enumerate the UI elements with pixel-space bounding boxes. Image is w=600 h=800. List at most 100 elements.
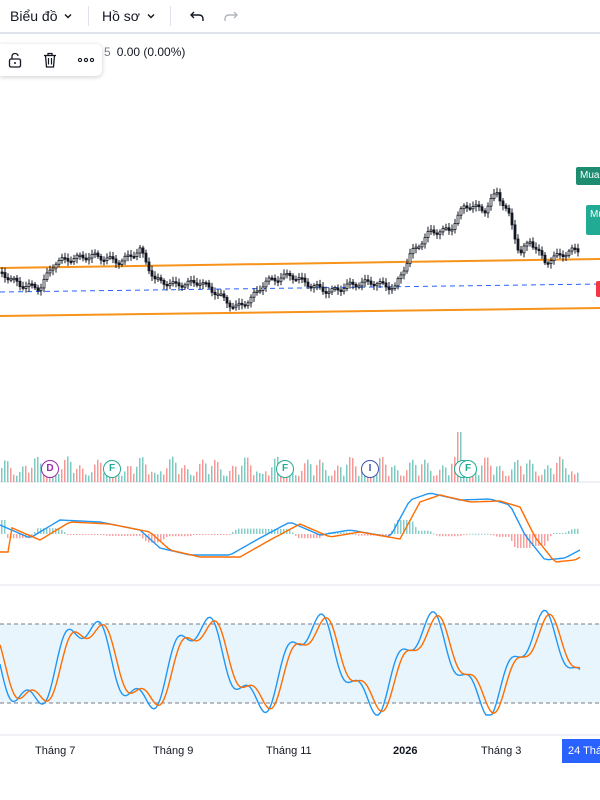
candle-body <box>573 247 577 250</box>
volume-bar <box>556 462 558 482</box>
macd-histogram-bar <box>544 534 546 546</box>
macd-histogram-bar <box>253 528 255 534</box>
chart-menu-label: Biểu đồ <box>10 8 58 24</box>
candle-body <box>318 284 322 288</box>
volume-bar <box>154 472 156 482</box>
volume-bar <box>67 456 69 482</box>
volume-bar <box>343 475 345 482</box>
candle-body <box>420 243 424 248</box>
candle-body <box>498 192 502 202</box>
volume-bar <box>415 465 417 482</box>
candle-body <box>207 282 211 288</box>
event-marker-f[interactable]: F <box>459 460 477 478</box>
candle-body <box>456 214 460 224</box>
candle-body <box>135 252 139 257</box>
redo-button[interactable] <box>216 0 240 32</box>
macd-histogram-bar <box>511 534 513 541</box>
macd-histogram-bar <box>265 528 267 534</box>
volume-bar <box>88 475 90 482</box>
event-marker-d[interactable]: D <box>41 460 59 478</box>
candle-body <box>531 241 535 248</box>
candle-body <box>363 279 367 283</box>
volume-bar <box>499 465 501 482</box>
volume-bar <box>253 475 255 482</box>
undo-button[interactable] <box>182 0 206 32</box>
candle-body <box>108 256 112 259</box>
stochastic-d-line <box>0 613 581 714</box>
volume-bar <box>493 474 495 482</box>
profile-menu-button[interactable]: Hồ sơ <box>102 0 156 32</box>
macd-histogram-bar <box>94 534 96 535</box>
volume-bar <box>247 457 249 482</box>
volume-bar <box>238 474 240 482</box>
macd-histogram-bar <box>403 520 405 534</box>
candle-body <box>492 193 496 199</box>
macd-histogram-bar <box>268 528 270 534</box>
candle-body <box>117 262 121 265</box>
volume-bar <box>52 474 54 482</box>
macd-histogram-bar <box>343 532 345 534</box>
volume-bar <box>79 465 81 482</box>
volume-bar <box>409 462 411 482</box>
candle-body <box>189 279 193 283</box>
macd-histogram-bar <box>310 534 312 539</box>
event-marker-i[interactable]: I <box>361 460 379 478</box>
trend-line-upper <box>0 258 600 269</box>
candle-body <box>405 263 409 272</box>
macd-histogram-bar <box>259 528 261 534</box>
macd-histogram-bar <box>424 530 426 534</box>
volume-bar <box>448 475 450 482</box>
candle-body <box>174 281 178 284</box>
candle-body <box>564 254 568 258</box>
macd-histogram-bar <box>367 534 369 536</box>
macd-histogram-bar <box>250 528 252 534</box>
macd-histogram-bar <box>85 534 87 535</box>
volume-bar <box>457 432 459 482</box>
macd-histogram-bar <box>370 534 372 536</box>
candle-body <box>423 237 427 245</box>
macd-histogram-bar <box>568 530 570 534</box>
macd-histogram-bar <box>316 534 318 539</box>
volume-bar <box>547 465 549 482</box>
volume-bar <box>550 468 552 482</box>
volume-bar <box>208 474 210 482</box>
macd-histogram-bar <box>547 534 549 542</box>
macd-histogram-bar <box>553 533 555 535</box>
candle-body <box>393 285 397 289</box>
volume-bar <box>394 465 396 482</box>
candle-body <box>525 242 529 247</box>
delete-button[interactable] <box>38 48 62 72</box>
candle-body <box>192 279 196 284</box>
chart-menu-button[interactable]: Biểu đồ <box>10 0 73 32</box>
macd-histogram-bar <box>163 534 165 540</box>
macd-histogram-bar <box>124 534 126 536</box>
candle-body <box>360 281 364 287</box>
macd-histogram-bar <box>319 534 321 539</box>
macd-histogram-bar <box>274 528 276 534</box>
more-options-button[interactable] <box>74 48 98 72</box>
event-marker-f[interactable]: F <box>276 460 294 478</box>
volume-bar <box>571 471 573 482</box>
volume-bar <box>412 459 414 482</box>
macd-histogram-bar <box>190 534 192 536</box>
volume-bar <box>211 466 213 482</box>
macd-histogram-bar <box>409 520 411 534</box>
volume-bar <box>169 459 171 482</box>
candle-body <box>33 283 37 289</box>
candle-body <box>228 302 232 308</box>
macd-histogram-bar <box>340 532 342 534</box>
macd-histogram-bar <box>37 528 39 534</box>
stochastic-band <box>0 624 600 703</box>
lock-button[interactable] <box>3 48 27 72</box>
volume-bar <box>61 469 63 482</box>
volume-bar <box>442 465 444 482</box>
chart-canvas[interactable] <box>0 36 600 740</box>
macd-histogram-bar <box>160 534 162 542</box>
candle-body <box>36 287 40 292</box>
volume-bar <box>283 475 285 482</box>
candle-body <box>195 282 199 286</box>
event-marker-f[interactable]: F <box>103 460 121 478</box>
volume-bar <box>202 459 204 482</box>
macd-histogram-bar <box>43 528 45 534</box>
macd-histogram-bar <box>22 534 24 539</box>
